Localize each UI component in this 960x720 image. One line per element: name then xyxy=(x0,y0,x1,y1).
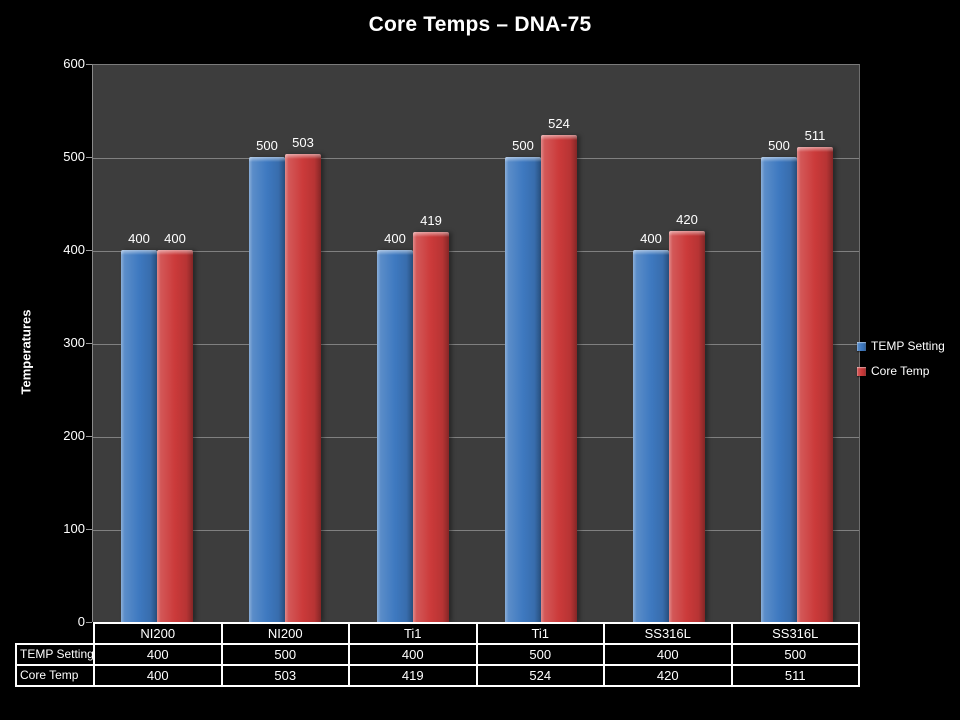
table-value-cell: 400 xyxy=(603,643,733,666)
bar-core-temp xyxy=(797,146,833,622)
bar-temp-setting xyxy=(761,157,797,622)
table-value-cell: 511 xyxy=(730,664,860,687)
y-tick-label: 0 xyxy=(77,614,85,629)
table-row-label: Core Temp xyxy=(15,664,95,687)
y-tick xyxy=(86,529,92,530)
table-value-cell: 524 xyxy=(475,664,605,687)
y-tick-label: 400 xyxy=(63,242,85,257)
chart-title: Core Temps – DNA-75 xyxy=(368,13,592,36)
y-tick xyxy=(86,250,92,251)
bar-temp-setting xyxy=(249,157,285,622)
table-value-cell: 400 xyxy=(93,643,223,666)
table-header-cell: Ti1 xyxy=(348,622,478,645)
gridline xyxy=(93,158,859,159)
bar-core-temp xyxy=(669,231,705,622)
table-header-cell: SS316L xyxy=(730,622,860,645)
y-tick-label: 600 xyxy=(63,56,85,71)
legend-swatch-temp-setting xyxy=(857,341,866,351)
y-tick-label: 300 xyxy=(63,335,85,350)
table-value-cell: 420 xyxy=(603,664,733,687)
y-tick xyxy=(86,64,92,65)
table-value-cell: 500 xyxy=(730,643,860,666)
legend-label: Core Temp xyxy=(871,364,930,378)
y-tick-label: 500 xyxy=(63,149,85,164)
y-axis-title: Temperatures xyxy=(18,309,34,395)
table-corner-cell xyxy=(16,623,94,644)
table-value-cell: 400 xyxy=(93,664,223,687)
table-row-label: TEMP Setting xyxy=(15,643,95,666)
legend: TEMP Setting Core Temp xyxy=(857,338,945,388)
table-value-cell: 419 xyxy=(348,664,478,687)
y-tick xyxy=(86,436,92,437)
bar-temp-setting xyxy=(377,250,413,622)
bar-value-label: 500 xyxy=(768,138,790,153)
bar-temp-setting xyxy=(121,250,157,622)
bar-core-temp xyxy=(541,134,577,622)
table-value-cell: 500 xyxy=(220,643,350,666)
gridline xyxy=(93,530,859,531)
table-header-row: NI200 NI200 Ti1 Ti1 SS316L SS316L xyxy=(16,622,860,645)
table-row-temp-setting: TEMP Setting 400 500 400 500 400 500 xyxy=(15,643,860,666)
bar-value-label: 400 xyxy=(164,231,186,246)
y-tick xyxy=(86,622,92,623)
table-header-cell: SS316L xyxy=(603,622,733,645)
bar-value-label: 503 xyxy=(292,135,314,151)
gridline xyxy=(93,437,859,438)
table-value-cell: 503 xyxy=(220,664,350,687)
bar-value-label: 400 xyxy=(384,231,406,246)
table-header-cell: NI200 xyxy=(93,622,223,645)
y-tick-label: 100 xyxy=(63,521,85,536)
bar-temp-setting xyxy=(633,250,669,622)
bar-value-label: 400 xyxy=(640,231,662,246)
table-value-cell: 500 xyxy=(475,643,605,666)
bar-value-label: 524 xyxy=(548,115,570,131)
data-table: NI200 NI200 Ti1 Ti1 SS316L SS316L TEMP Setting… xyxy=(15,622,860,687)
legend-item-core-temp: Core Temp xyxy=(857,363,945,379)
y-tick xyxy=(86,343,92,344)
plot-area: 400 500 400 500 400 500 400 503 419 524 420 511 xyxy=(92,64,860,622)
table-header-cell: Ti1 xyxy=(475,622,605,645)
y-tick-label: 200 xyxy=(63,428,85,443)
bar-value-label: 420 xyxy=(676,212,698,228)
bar-temp-setting xyxy=(505,157,541,622)
bar-value-label: 511 xyxy=(804,127,826,143)
y-tick xyxy=(86,157,92,158)
legend-item-temp-setting: TEMP Setting xyxy=(857,338,945,354)
gridline xyxy=(93,344,859,345)
bar-value-label: 500 xyxy=(512,138,534,153)
table-value-cell: 400 xyxy=(348,643,478,666)
bar-value-label: 400 xyxy=(128,231,150,246)
bar-core-temp xyxy=(157,250,193,622)
bar-core-temp xyxy=(285,154,321,622)
gridline xyxy=(93,251,859,252)
legend-label: TEMP Setting xyxy=(871,339,945,353)
bar-core-temp xyxy=(413,232,449,622)
legend-swatch-core-temp xyxy=(857,366,866,376)
table-header-cell: NI200 xyxy=(220,622,350,645)
bar-value-label: 500 xyxy=(256,138,278,153)
bar-value-label: 419 xyxy=(420,213,442,229)
table-row-core-temp: Core Temp 400 503 419 524 420 511 xyxy=(15,664,860,687)
